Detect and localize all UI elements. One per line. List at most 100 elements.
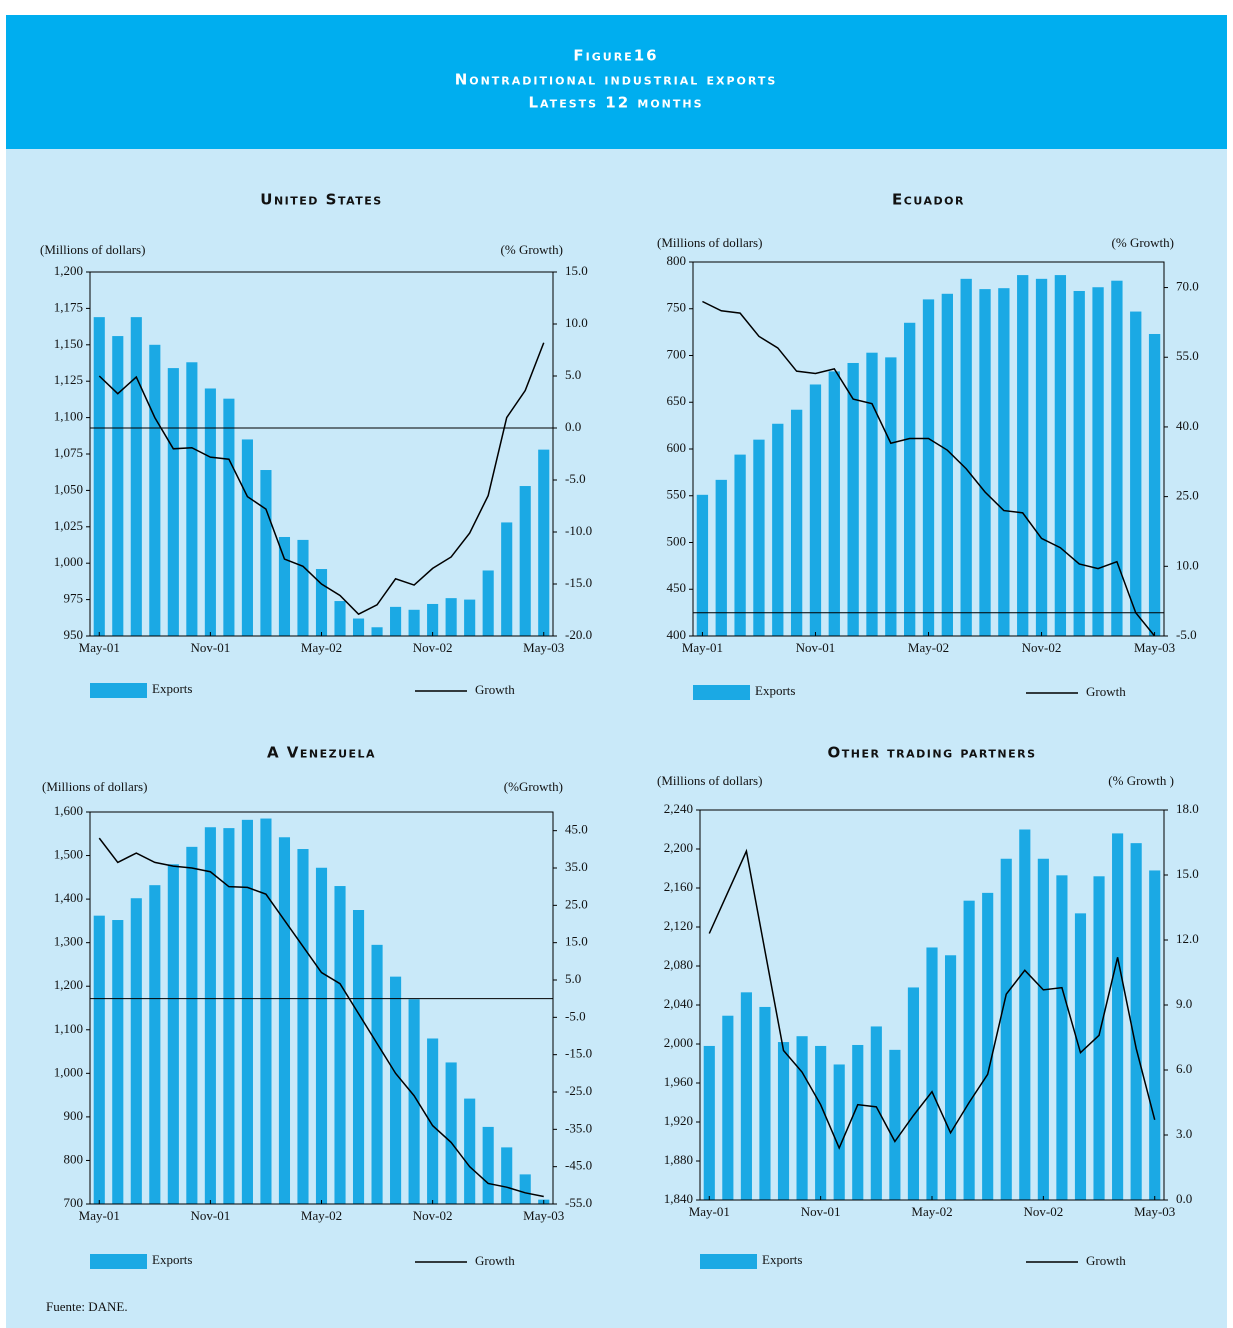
bar (334, 601, 346, 636)
bar (167, 368, 179, 636)
legend-swatch (693, 685, 750, 700)
chart-title: Other trading partners (828, 744, 1037, 762)
bar (1112, 833, 1124, 1200)
bar (809, 384, 822, 636)
x-tick-label: May-01 (79, 640, 120, 655)
bar (538, 449, 550, 636)
x-tick-label: Nov-01 (191, 1208, 231, 1223)
bar (922, 299, 935, 636)
bar (297, 539, 309, 636)
bar (204, 388, 216, 636)
y-tick-label: 950 (64, 627, 84, 642)
growth-line (702, 300, 1156, 637)
bar (1073, 290, 1085, 636)
y-tick-label: 1,075 (54, 445, 83, 460)
bar (223, 828, 235, 1204)
bar (408, 609, 420, 636)
bar (278, 536, 291, 636)
y2-tick-label: 9.0 (1176, 996, 1192, 1011)
y2-tick-label: -5.0 (1176, 627, 1197, 642)
bar (149, 344, 161, 636)
y2-tick-label: 15.0 (565, 934, 588, 949)
bar (828, 371, 840, 636)
x-tick-label: Nov-02 (1022, 640, 1062, 655)
bar (352, 618, 365, 636)
y-tick-label: 1,000 (54, 1064, 83, 1079)
y2-tick-label: 15.0 (1176, 866, 1199, 881)
bar (315, 569, 328, 636)
x-tick-label: May-03 (1134, 640, 1175, 655)
bar (408, 999, 420, 1204)
bar (722, 1015, 734, 1200)
bar (870, 1026, 882, 1200)
y-axis-label: (Millions of dollars) (657, 235, 762, 250)
legend-label: Exports (755, 683, 795, 698)
x-tick-label: May-02 (911, 1204, 952, 1219)
y2-axis-label: (% Growth) (501, 242, 563, 257)
legend-label: Exports (152, 1252, 192, 1267)
bar (167, 864, 179, 1204)
bar (334, 886, 346, 1204)
y2-tick-label: 25.0 (565, 896, 588, 911)
y-tick-label: 450 (667, 580, 687, 595)
bar (1017, 275, 1029, 636)
y2-tick-label: 70.0 (1176, 279, 1199, 294)
y2-tick-label: 35.0 (565, 859, 588, 874)
y-tick-label: 800 (64, 1151, 84, 1166)
bar (445, 1062, 457, 1204)
y-tick-label: 2,240 (664, 801, 693, 816)
x-tick-label: Nov-02 (413, 640, 453, 655)
y2-tick-label: 6.0 (1176, 1061, 1192, 1076)
y2-tick-label: -5.0 (565, 471, 586, 486)
y2-tick-label: 10.0 (1176, 557, 1199, 572)
x-tick-label: Nov-01 (191, 640, 231, 655)
y2-tick-label: -15.0 (565, 575, 592, 590)
y-tick-label: 1,200 (54, 977, 83, 992)
y-tick-label: 1,300 (54, 934, 83, 949)
bar (501, 1147, 513, 1204)
figure-title: Nontraditional industrial exports (455, 71, 778, 89)
y-axis-label: (Millions of dollars) (657, 773, 762, 788)
y-tick-label: 2,080 (664, 957, 693, 972)
bar (979, 289, 991, 636)
y2-tick-label: 55.0 (1176, 348, 1199, 363)
bar (753, 439, 765, 636)
bar (204, 827, 216, 1204)
legend-label: Growth (475, 1253, 515, 1268)
y2-tick-label: 0.0 (1176, 1191, 1192, 1206)
y-tick-label: 1,150 (54, 336, 83, 351)
y-tick-label: 900 (64, 1108, 84, 1123)
x-tick-label: May-01 (79, 1208, 120, 1223)
y2-tick-label: -55.0 (565, 1195, 592, 1210)
bar (944, 955, 957, 1200)
bar (889, 1049, 901, 1200)
y-tick-label: 1,025 (54, 518, 83, 533)
bar (759, 1006, 771, 1200)
bar (130, 898, 142, 1204)
bar (833, 1064, 845, 1200)
y-tick-label: 400 (667, 627, 687, 642)
bar (941, 293, 953, 636)
y-tick-label: 1,200 (54, 263, 83, 278)
bar (464, 599, 476, 636)
bar (519, 1174, 531, 1204)
bar (963, 900, 975, 1200)
y-tick-label: 1,500 (54, 847, 83, 862)
legend-swatch (90, 683, 147, 698)
bar (1074, 913, 1087, 1200)
bar (1111, 280, 1123, 636)
source: Fuente: DANE. (46, 1299, 128, 1314)
x-tick-label: May-02 (908, 640, 949, 655)
y-tick-label: 1,000 (54, 554, 83, 569)
y2-tick-label: 12.0 (1176, 931, 1199, 946)
x-tick-label: Nov-01 (801, 1204, 841, 1219)
bar (907, 987, 920, 1200)
figure-subtitle: Latests 12 months (528, 94, 703, 112)
y-tick-label: 600 (667, 440, 687, 455)
y-tick-label: 500 (667, 533, 687, 548)
legend-label: Exports (152, 681, 192, 696)
bar (93, 915, 105, 1204)
bar (112, 920, 124, 1204)
y-tick-label: 1,840 (664, 1191, 693, 1206)
bar (904, 322, 916, 636)
